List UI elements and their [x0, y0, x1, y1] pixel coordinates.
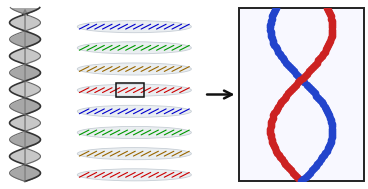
- Ellipse shape: [77, 105, 191, 117]
- Ellipse shape: [77, 63, 191, 75]
- Bar: [239, 8, 364, 181]
- Ellipse shape: [77, 84, 191, 96]
- Ellipse shape: [77, 148, 191, 160]
- Ellipse shape: [77, 169, 191, 181]
- Ellipse shape: [77, 42, 191, 54]
- Bar: [116, 83, 144, 97]
- Ellipse shape: [77, 21, 191, 33]
- Ellipse shape: [77, 126, 191, 139]
